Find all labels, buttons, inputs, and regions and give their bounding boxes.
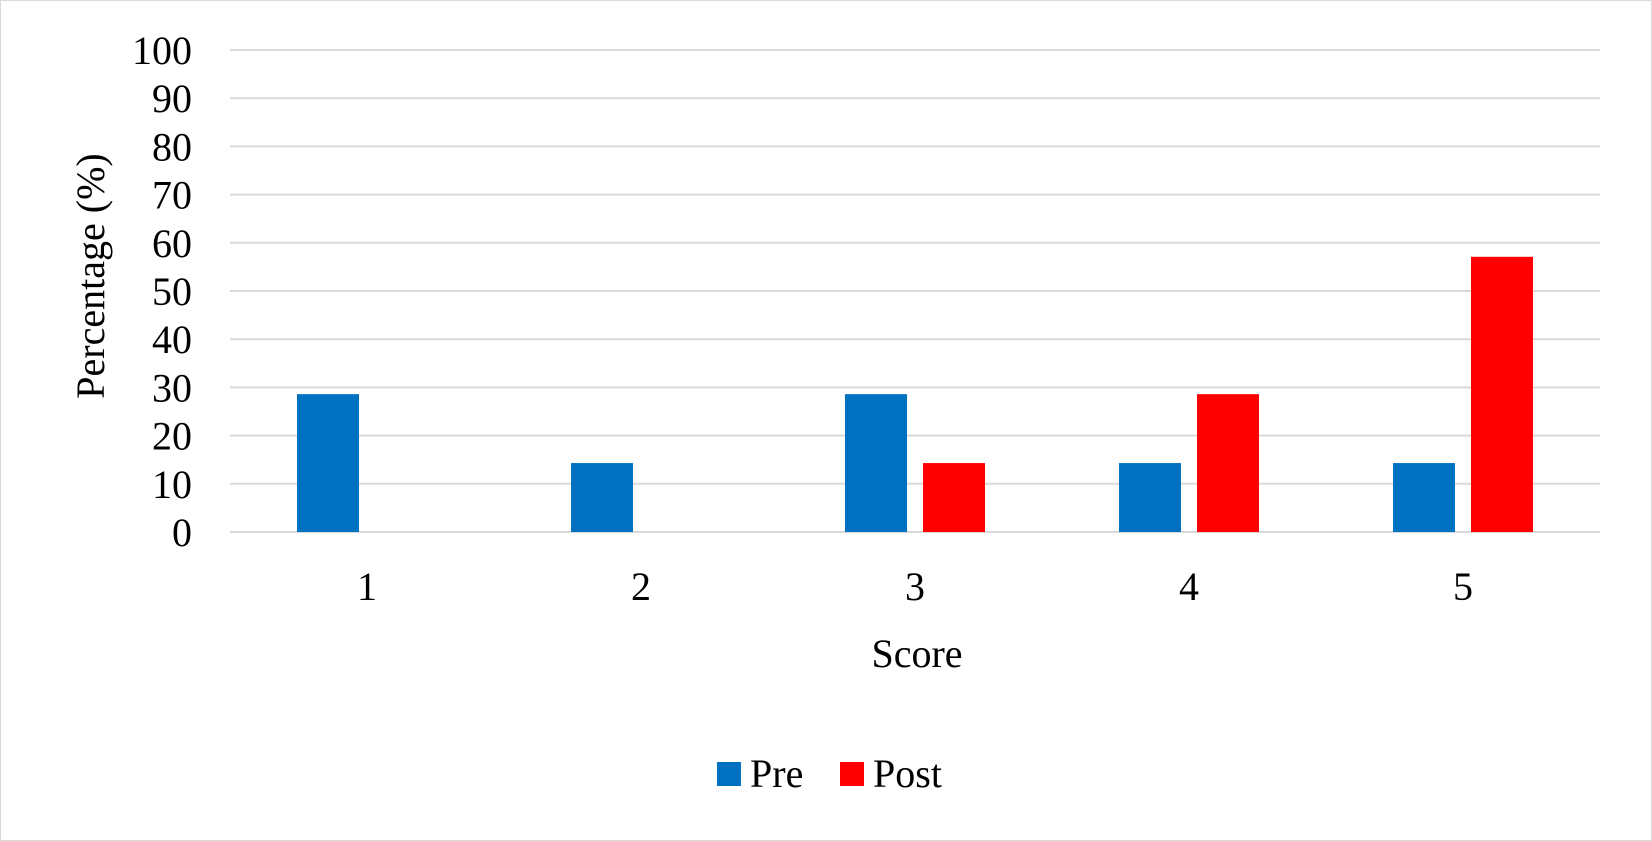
y-tick-label: 80 xyxy=(152,124,192,169)
x-axis-ticks: 1 2 3 4 5 xyxy=(357,564,1473,609)
legend-swatch-post xyxy=(840,762,864,786)
bar-pre-2 xyxy=(571,463,633,532)
y-tick-label: 20 xyxy=(152,414,192,459)
bar-post-3 xyxy=(923,463,985,532)
bar-post-4 xyxy=(1197,394,1259,532)
legend: Pre Post xyxy=(717,751,942,796)
bars xyxy=(297,256,1533,532)
y-tick-label: 30 xyxy=(152,365,192,410)
y-tick-label: 90 xyxy=(152,76,192,121)
legend-swatch-pre xyxy=(717,762,741,786)
y-tick-label: 10 xyxy=(152,462,192,507)
y-tick-label: 70 xyxy=(152,173,192,218)
legend-label-pre: Pre xyxy=(750,751,803,796)
y-tick-label: 60 xyxy=(152,221,192,266)
bar-post-5 xyxy=(1471,256,1533,532)
bar-pre-1 xyxy=(297,394,359,532)
y-tick-label: 100 xyxy=(132,28,192,73)
x-tick-label: 1 xyxy=(357,564,377,609)
x-tick-label: 5 xyxy=(1453,564,1473,609)
x-axis-title: Score xyxy=(871,631,962,676)
y-tick-label: 40 xyxy=(152,317,192,362)
y-tick-label: 0 xyxy=(172,510,192,555)
legend-label-post: Post xyxy=(873,751,942,796)
bar-pre-3 xyxy=(845,394,907,532)
gridlines xyxy=(230,49,1600,533)
bar-pre-4 xyxy=(1119,463,1181,532)
y-axis-title: Percentage (%) xyxy=(68,153,113,398)
x-tick-label: 2 xyxy=(631,564,651,609)
bar-pre-5 xyxy=(1393,463,1455,532)
y-tick-label: 50 xyxy=(152,269,192,314)
x-tick-label: 3 xyxy=(905,564,925,609)
x-tick-label: 4 xyxy=(1179,564,1199,609)
